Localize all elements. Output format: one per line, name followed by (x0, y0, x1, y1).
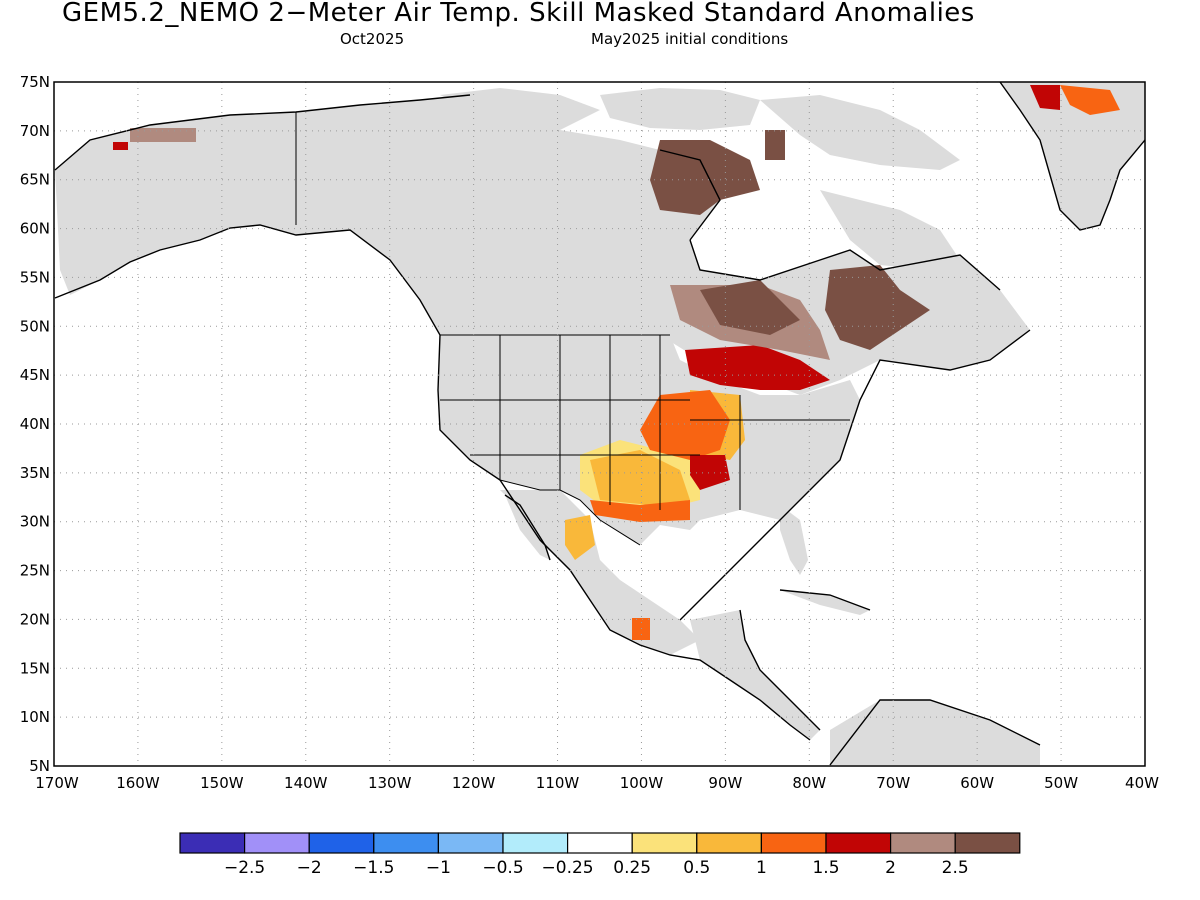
init-conditions-label: May2025 initial conditions (591, 30, 789, 48)
lat-lon-grid (54, 82, 1145, 766)
colorbar-swatch (244, 832, 310, 854)
valid-month-label: Oct2025 (340, 30, 405, 48)
anomaly-greenland (1060, 85, 1120, 115)
colorbar-label: −1 (426, 858, 451, 878)
lon-tick-label: 100W (620, 774, 664, 792)
colorbar-label: −2 (297, 858, 322, 878)
lat-tick-label: 5N (29, 757, 50, 775)
anomaly-alaska-north (130, 128, 196, 142)
colorbar-label: −1.5 (353, 858, 394, 878)
lat-tick-label: 30N (20, 513, 50, 531)
colorbar-swatch (308, 832, 375, 854)
lon-tick-label: 150W (200, 774, 244, 792)
map-title: GEM5.2_NEMO 2−Meter Air Temp. Skill Mask… (62, 0, 975, 28)
longitude-labels: 170W 160W 150W 140W 130W 120W 110W 100W 90W 80W 70… (35, 774, 1159, 792)
lat-tick-label: 35N (20, 464, 50, 482)
colorbar-swatch (437, 832, 504, 854)
colorbar-label: 0.25 (613, 858, 651, 878)
lat-tick-label: 10N (20, 708, 50, 726)
political-borders (295, 112, 850, 546)
lat-tick-label: 15N (20, 659, 50, 677)
lon-tick-label: 60W (960, 774, 994, 792)
anomaly-quebec (825, 265, 930, 350)
lon-tick-label: 70W (876, 774, 910, 792)
anomaly-great-lakes (685, 345, 830, 390)
coastlines (54, 81, 1146, 766)
anomaly-oklahoma (590, 500, 690, 522)
colorbar-swatch (954, 832, 1021, 854)
colorbar-swatch (696, 832, 762, 854)
colorbar-swatch (502, 832, 569, 854)
colorbar-swatch (825, 832, 892, 854)
anomaly-alaska-west (113, 142, 128, 150)
anomaly-arkansas (690, 455, 730, 490)
lon-tick-label: 50W (1044, 774, 1078, 792)
lat-tick-label: 25N (20, 562, 50, 580)
lon-tick-label: 90W (708, 774, 742, 792)
anomaly-greenland-east (1030, 85, 1060, 110)
colorbar-swatch (631, 832, 698, 854)
lat-tick-label: 70N (20, 122, 50, 140)
lon-tick-label: 140W (284, 774, 328, 792)
colorbar-label: 0.5 (683, 858, 710, 878)
colorbar-label: 1.5 (812, 858, 839, 878)
colorbar-swatch (889, 832, 956, 854)
lon-tick-label: 80W (792, 774, 826, 792)
anomaly-mississippi-valley (590, 450, 690, 505)
colorbar-label: −2.5 (224, 858, 265, 878)
lat-tick-label: 55N (20, 268, 50, 286)
lat-tick-label: 50N (20, 317, 50, 335)
lon-tick-label: 120W (452, 774, 496, 792)
colorbar-swatch (373, 832, 439, 854)
colorbar-swatch (566, 832, 633, 854)
colorbar-swatch (760, 832, 827, 854)
colorbar-label: 2 (885, 858, 896, 878)
colorbar (179, 832, 1021, 854)
anomaly-mexico-west (565, 515, 595, 560)
colorbar-label: 1 (756, 858, 767, 878)
anomaly-midwest (640, 390, 730, 460)
lat-tick-label: 45N (20, 366, 50, 384)
colorbar-label: −0.25 (542, 858, 594, 878)
anomaly-ontario-south (700, 280, 800, 335)
colorbar-label: −0.5 (482, 858, 523, 878)
map-frame (53, 81, 1146, 767)
lon-tick-label: 130W (368, 774, 412, 792)
anomaly-ontario (650, 140, 760, 215)
colorbar-swatch (179, 832, 246, 854)
lon-tick-label: 110W (536, 774, 580, 792)
lat-tick-label: 20N (20, 610, 50, 628)
anomaly-baffin (765, 130, 785, 160)
lat-tick-label: 75N (20, 73, 50, 91)
lat-tick-label: 40N (20, 415, 50, 433)
lon-tick-label: 40W (1125, 774, 1159, 792)
lon-tick-label: 160W (116, 774, 160, 792)
colorbar-label: 2.5 (942, 858, 969, 878)
lat-tick-label: 60N (20, 220, 50, 238)
latitude-labels: 75N 70N 65N 60N 55N 50N 45N 40N 35N 30N 25N 20N 15N 1… (20, 73, 50, 775)
colorbar-labels: −2.5 −2 −1.5 −1 −0.5 −0.25 0.25 0.5 1 1.5 2 2.5 (224, 858, 969, 878)
lon-tick-label: 170W (35, 774, 79, 792)
lat-tick-label: 65N (20, 171, 50, 189)
